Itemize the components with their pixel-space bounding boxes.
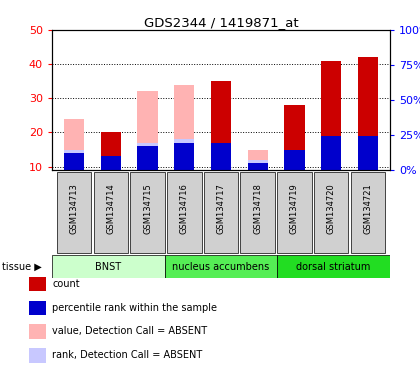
FancyBboxPatch shape — [277, 255, 390, 278]
Bar — [101, 132, 121, 170]
Text: dorsal striatum: dorsal striatum — [297, 262, 371, 271]
Text: GSM134715: GSM134715 — [143, 183, 152, 233]
Bar — [284, 149, 304, 170]
Text: GSM134713: GSM134713 — [70, 183, 79, 234]
Bar — [64, 149, 84, 170]
Bar — [137, 143, 158, 170]
FancyBboxPatch shape — [351, 172, 385, 253]
Text: count: count — [52, 279, 80, 289]
FancyBboxPatch shape — [241, 172, 275, 253]
Bar — [211, 143, 231, 170]
Bar — [358, 136, 378, 170]
Text: GSM134717: GSM134717 — [216, 183, 226, 234]
Text: GSM134720: GSM134720 — [327, 183, 336, 233]
Text: GSM134721: GSM134721 — [363, 183, 373, 233]
Text: value, Detection Call = ABSENT: value, Detection Call = ABSENT — [52, 326, 207, 336]
Text: nucleus accumbens: nucleus accumbens — [172, 262, 270, 271]
Bar — [64, 119, 84, 170]
Text: tissue ▶: tissue ▶ — [2, 262, 42, 271]
Title: GDS2344 / 1419871_at: GDS2344 / 1419871_at — [144, 16, 298, 29]
Bar — [101, 156, 121, 170]
Bar — [174, 139, 194, 170]
FancyBboxPatch shape — [94, 172, 128, 253]
Text: GSM134714: GSM134714 — [106, 183, 115, 233]
Bar — [284, 105, 304, 170]
Bar — [358, 57, 378, 170]
FancyBboxPatch shape — [277, 172, 312, 253]
FancyBboxPatch shape — [314, 172, 349, 253]
Bar — [211, 81, 231, 170]
Bar — [137, 146, 158, 170]
FancyBboxPatch shape — [57, 172, 91, 253]
Bar — [174, 143, 194, 170]
Text: percentile rank within the sample: percentile rank within the sample — [52, 303, 218, 313]
FancyBboxPatch shape — [167, 172, 202, 253]
Bar — [248, 163, 268, 170]
Text: rank, Detection Call = ABSENT: rank, Detection Call = ABSENT — [52, 350, 203, 360]
Bar — [137, 91, 158, 170]
Text: GSM134718: GSM134718 — [253, 183, 262, 234]
FancyBboxPatch shape — [52, 255, 165, 278]
Bar — [174, 84, 194, 170]
Bar — [248, 160, 268, 170]
Text: GSM134719: GSM134719 — [290, 183, 299, 233]
Bar — [321, 136, 341, 170]
FancyBboxPatch shape — [204, 172, 238, 253]
FancyBboxPatch shape — [130, 172, 165, 253]
Bar — [248, 149, 268, 170]
FancyBboxPatch shape — [165, 255, 277, 278]
Bar — [64, 153, 84, 170]
Bar — [321, 61, 341, 170]
Text: BNST: BNST — [95, 262, 121, 271]
Text: GSM134716: GSM134716 — [180, 183, 189, 234]
